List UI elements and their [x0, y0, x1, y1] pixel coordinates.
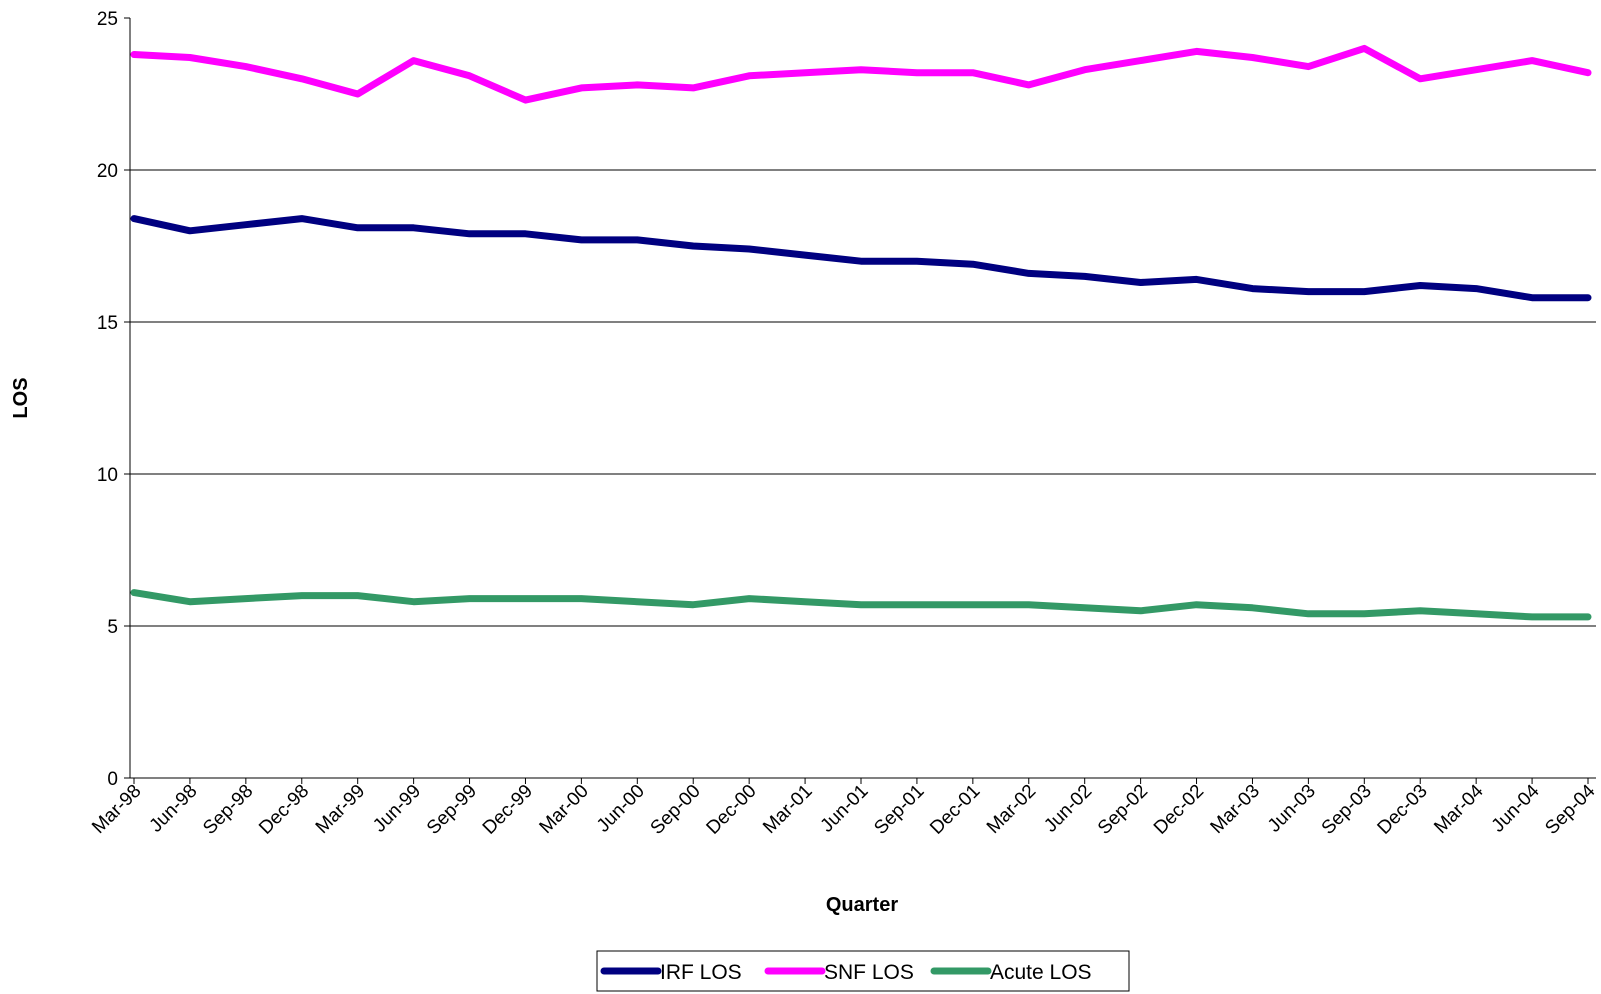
y-tick-label: 10	[97, 465, 118, 486]
x-tick-label: Sep-04	[1541, 780, 1599, 838]
x-tick-label: Jun-03	[1264, 781, 1320, 837]
y-tick-label: 20	[97, 161, 118, 182]
x-tick-label: Jun-02	[1040, 781, 1096, 837]
y-tick-label: 15	[97, 313, 118, 334]
legend-label: Acute LOS	[990, 961, 1092, 984]
x-tick-label: Mar-01	[759, 781, 816, 838]
legend: IRF LOS SNF LOS Acute LOS	[596, 950, 1130, 992]
y-tick-label: 25	[97, 9, 118, 30]
x-tick-label: Jun-04	[1488, 780, 1544, 836]
x-tick-label: Jun-98	[146, 781, 202, 837]
legend-box	[596, 950, 1130, 992]
x-tick-label: Dec-00	[703, 781, 761, 839]
x-tick-label: Sep-98	[199, 781, 257, 839]
legend-label: SNF LOS	[824, 961, 914, 984]
x-tick-label: Jun-00	[593, 781, 649, 837]
x-tick-label: Jun-99	[369, 781, 425, 837]
series-line-irf-los	[130, 215, 1592, 302]
x-tick-label: Mar-04	[1430, 780, 1488, 838]
series-lines	[130, 44, 1592, 621]
y-tick-label: 5	[107, 617, 118, 638]
x-tick-label: Dec-02	[1150, 781, 1208, 839]
x-tick-label: Mar-00	[536, 781, 593, 838]
x-tick-label: Mar-03	[1207, 781, 1264, 838]
x-tick-label: Sep-01	[870, 781, 928, 839]
x-tick-label: Jun-01	[817, 781, 873, 837]
x-tick-label: Dec-03	[1374, 781, 1432, 839]
x-tick-label: Sep-02	[1094, 781, 1152, 839]
x-tick-label: Sep-99	[423, 781, 481, 839]
x-tick-label: Dec-99	[479, 781, 537, 839]
legend-label: IRF LOS	[660, 961, 742, 984]
x-tick-label: Mar-02	[983, 781, 1040, 838]
y-axis-title: LOS	[10, 377, 32, 418]
y-tick-label: 0	[107, 769, 118, 790]
x-tick-label: Sep-00	[647, 781, 705, 839]
y-axis-ticks: 0 5 10 15 20 25	[97, 9, 130, 790]
x-tick-label: Dec-01	[926, 781, 984, 839]
series-line-snf-los	[130, 44, 1592, 104]
x-axis-title: Quarter	[826, 894, 898, 916]
gridlines	[129, 18, 1596, 779]
x-tick-label: Dec-98	[255, 781, 313, 839]
x-tick-label: Sep-03	[1318, 781, 1376, 839]
x-tick-label: Mar-99	[312, 781, 369, 838]
